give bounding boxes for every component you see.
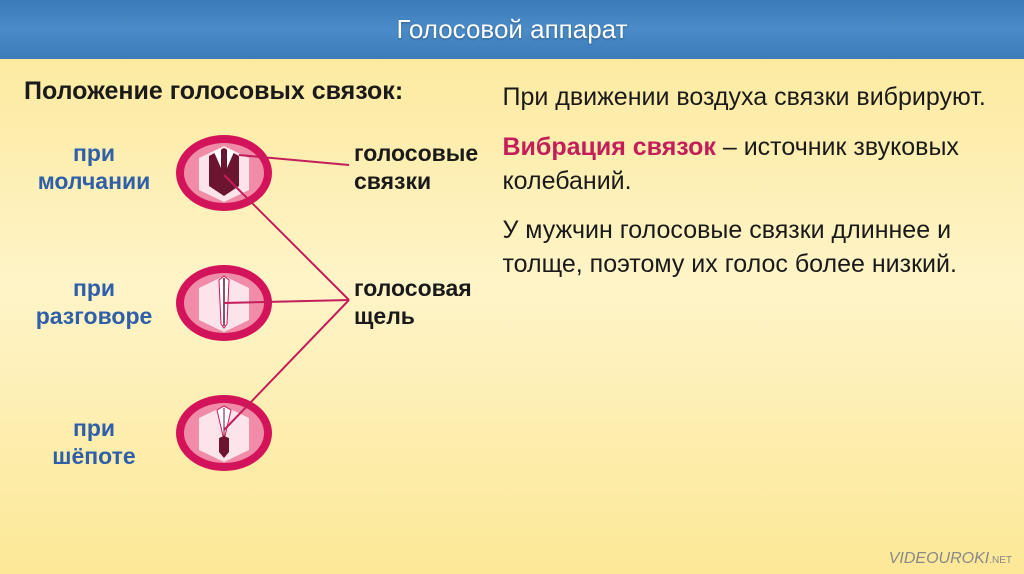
paragraph-1: При движении воздуха связки вибрируют.: [502, 81, 1000, 115]
paragraph-2: Вибрация связок – источник звуковых коле…: [502, 131, 1000, 199]
state-talking-label: приразговоре: [24, 275, 164, 330]
cords-part-label: голосовыесвязки: [354, 140, 478, 195]
cords-whisper-icon: [169, 388, 279, 478]
brand-text: VIDEOUROKI: [889, 550, 989, 567]
slide: Голосовой аппарат Положение голосовых св…: [0, 0, 1024, 574]
cords-silence-icon: [169, 128, 279, 218]
state-silence-label: примолчании: [24, 140, 164, 195]
right-panel: При движении воздуха связки вибрируют. В…: [492, 77, 1000, 574]
slit-part-label: голосоваящель: [354, 275, 472, 330]
footer-brand: VIDEOUROKI.NET: [889, 550, 1012, 568]
emphasis-text: Вибрация связок: [502, 133, 715, 161]
state-whisper-label: пришёпоте: [24, 415, 164, 470]
cords-talking-icon: [169, 258, 279, 348]
subtitle: Положение голосовых связок:: [24, 77, 492, 106]
left-panel: Положение голосовых связок: примолчании …: [24, 77, 492, 574]
paragraph-3: У мужчин голосовые связки длиннее и толщ…: [502, 214, 1000, 282]
slide-title: Голосовой аппарат: [0, 0, 1024, 59]
diagram: примолчании приразговоре пришёпоте: [24, 120, 492, 520]
brand-suffix: .NET: [989, 555, 1012, 566]
content-area: Положение голосовых связок: примолчании …: [0, 59, 1024, 574]
